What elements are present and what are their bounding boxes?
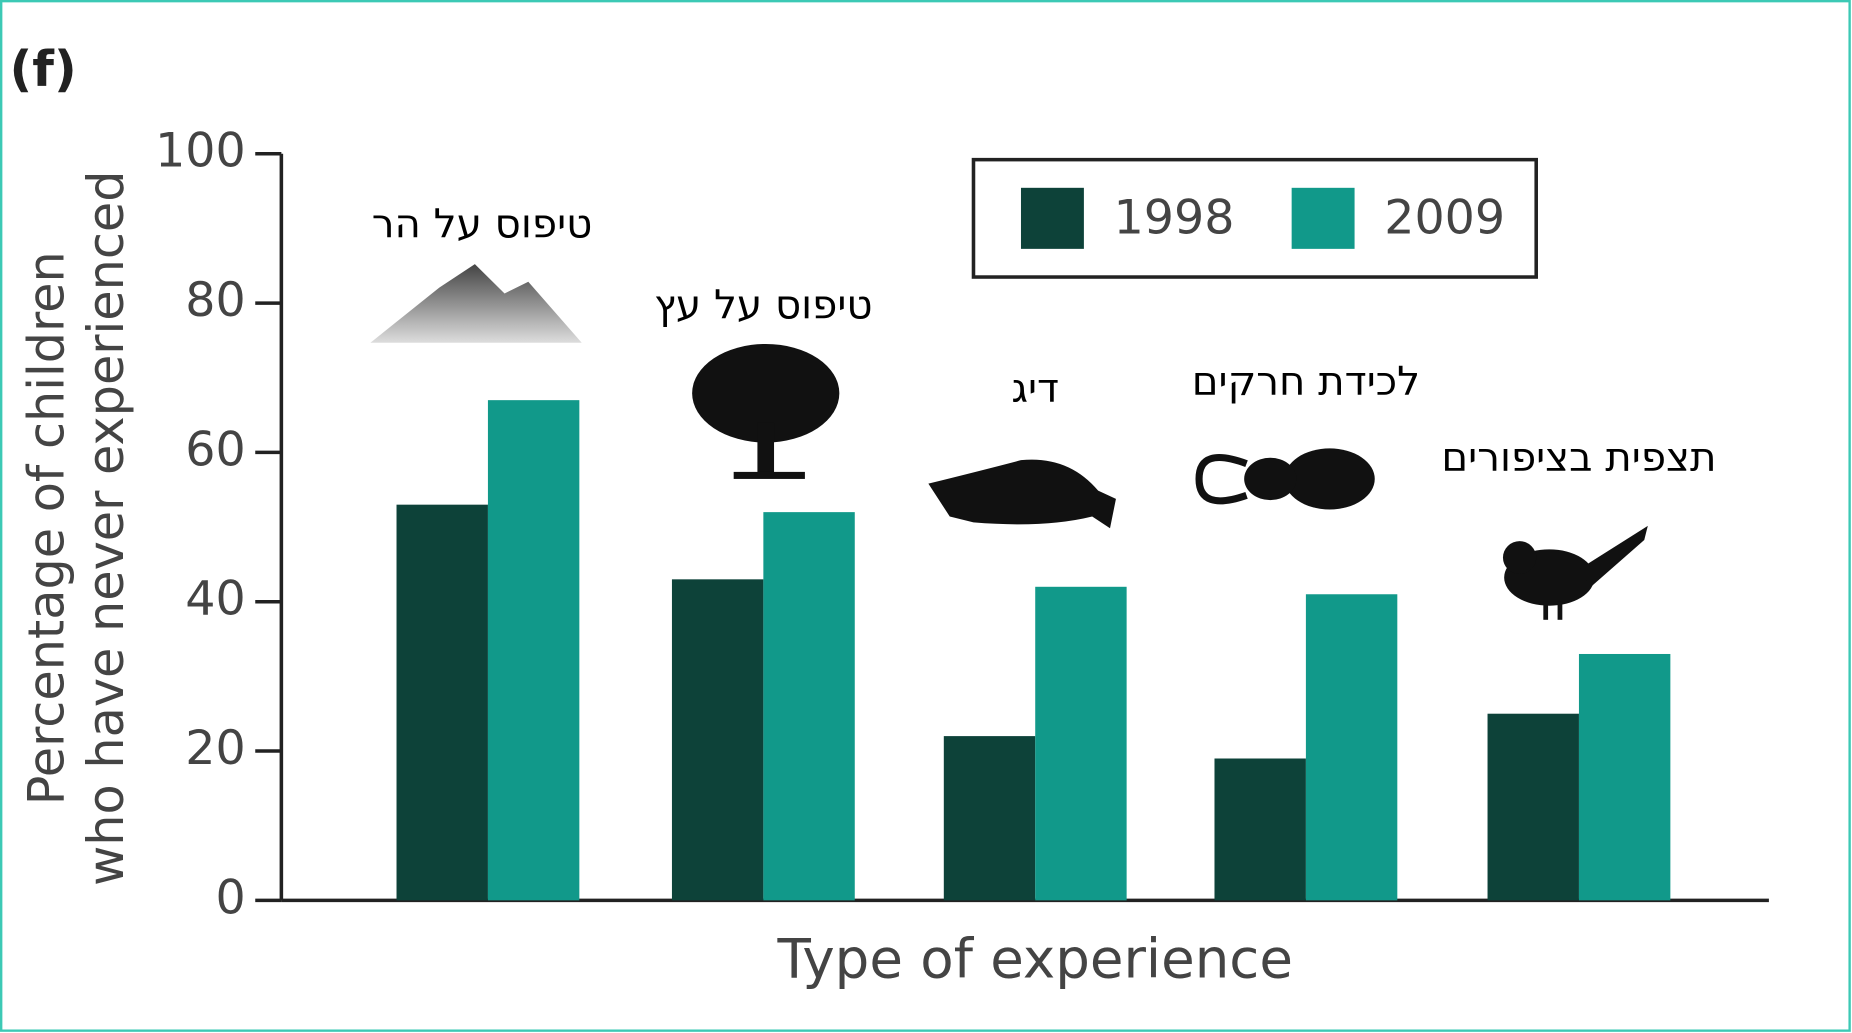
legend-label: 1998 — [1114, 191, 1235, 246]
beetle-icon — [1195, 448, 1375, 510]
legend-label: 2009 — [1384, 191, 1505, 246]
x-axis-label: Type of experience — [777, 928, 1293, 991]
bar — [1487, 713, 1579, 901]
y-tick-label: 80 — [185, 273, 245, 328]
category-label: לכידת חרקים — [1192, 359, 1420, 405]
fish-icon — [928, 459, 1116, 529]
bar — [671, 579, 764, 901]
panel-label: (f) — [9, 40, 76, 98]
category-label: דיג — [1011, 366, 1059, 412]
y-tick-label: 100 — [155, 124, 246, 179]
bar — [943, 736, 1036, 901]
y-axis-label: Percentage of children — [17, 251, 75, 805]
bar — [1035, 586, 1127, 901]
bar — [487, 400, 580, 901]
category-label: טיפוס על עץ — [654, 283, 872, 329]
y-axis-label: who have never experienced — [77, 170, 135, 886]
bar — [1214, 758, 1306, 901]
bird-icon — [1502, 525, 1648, 620]
y-tick-label: 20 — [185, 721, 245, 776]
category-label: תצפית בציפורים — [1441, 435, 1716, 481]
y-tick-label: 0 — [216, 871, 246, 926]
legend-swatch — [1020, 187, 1084, 249]
y-tick-label: 40 — [185, 572, 245, 627]
bar — [763, 512, 855, 901]
category-label: טיפוס על הר — [372, 202, 593, 248]
mountain-icon — [370, 264, 582, 343]
bar — [1578, 653, 1671, 901]
bar — [396, 504, 488, 901]
bar — [1305, 594, 1398, 901]
y-tick-label: 60 — [185, 423, 245, 478]
legend-swatch — [1291, 187, 1355, 249]
tree-icon — [692, 343, 840, 479]
